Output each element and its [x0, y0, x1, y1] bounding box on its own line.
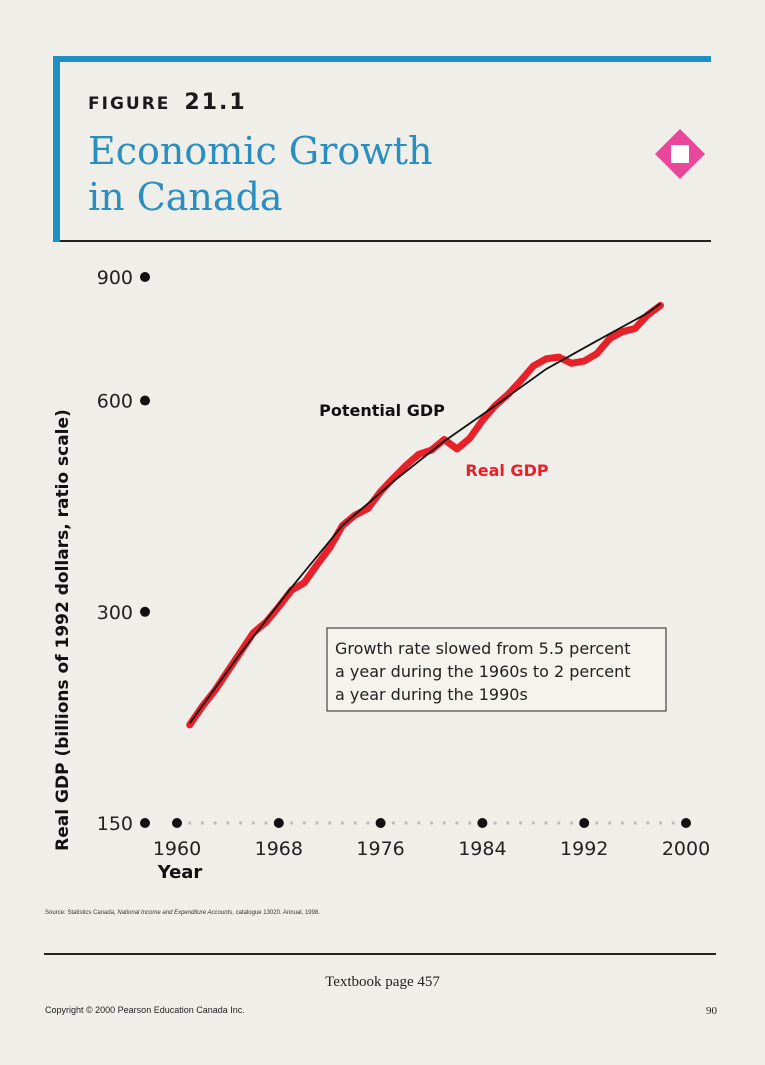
copyright-notice: Copyright © 2000 Pearson Education Canad… [45, 1005, 245, 1015]
x-minor-tick [468, 821, 472, 825]
x-minor-tick [429, 821, 434, 825]
x-minor-tick [595, 821, 599, 825]
y-axis-ticks: 150 300 600 900 [97, 267, 150, 835]
x-axis-title: Year [157, 862, 203, 883]
x-tick-label: 2000 [662, 838, 710, 860]
source-note: Source: Statistics Canada, National Inco… [45, 910, 320, 916]
figure-number-value: 21.1 [184, 90, 247, 115]
y-tick-label: 600 [97, 391, 133, 413]
annotation-box-border [326, 627, 667, 712]
x-minor-tick [200, 821, 205, 825]
y-tick-label: 900 [97, 267, 133, 289]
x-minor-tick [557, 821, 561, 825]
x-tick-dot [172, 818, 182, 828]
x-tick-label: 1976 [356, 838, 404, 860]
x-minor-tick [658, 821, 663, 825]
potential-gdp-label: Potential GDP [319, 401, 445, 420]
x-minor-tick [531, 821, 535, 825]
x-minor-tick [493, 821, 497, 825]
annotation-line-2: a year during the 1960s to 2 percent [335, 662, 631, 681]
x-tick-dot [375, 818, 386, 828]
x-tick-dot [681, 818, 691, 828]
textbook-page-ref: Textbook page 457 [325, 974, 440, 990]
x-minor-tick [518, 821, 523, 825]
y-axis-title-group: Real GDP (billions of 1992 dollars, rati… [53, 409, 73, 851]
figure-title-line-2: in Canada [88, 175, 283, 219]
x-minor-tick [404, 821, 408, 825]
real-gdp-label: Real GDP [465, 461, 548, 480]
source-prefix: Source: Statistics Canada, [45, 910, 118, 916]
x-minor-tick [506, 821, 510, 825]
x-tick-dot [579, 818, 590, 828]
figure-title: Economic Growth in Canada [88, 128, 588, 220]
annotation-line-1: Growth rate slowed from 5.5 percent [335, 639, 630, 658]
x-minor-tick [620, 821, 624, 825]
x-minor-tick [353, 821, 357, 825]
frame-top-bar [53, 56, 711, 62]
annotation-box: Growth rate slowed from 5.5 percent a ye… [326, 627, 667, 712]
figure-label: FIGURE [88, 94, 171, 114]
x-minor-tick [569, 821, 574, 825]
page-number: 90 [706, 1005, 717, 1017]
y-tick-dot [140, 818, 150, 828]
footer-divider [44, 953, 716, 955]
x-minor-tick [417, 821, 421, 825]
x-minor-tick [188, 821, 192, 825]
x-minor-tick [442, 821, 446, 825]
x-minor-tick [289, 821, 294, 825]
x-minor-tick [239, 821, 243, 825]
x-minor-tick [544, 821, 548, 825]
x-minor-tick [391, 821, 395, 825]
figure-title-line-1: Economic Growth [88, 129, 433, 173]
x-tick-label: 1984 [458, 838, 506, 860]
y-tick-dot [140, 272, 150, 282]
frame-left-bar [53, 56, 60, 242]
x-minor-tick [366, 821, 370, 825]
x-minor-tick [455, 821, 459, 825]
y-tick-dot [140, 606, 150, 617]
figure-number: FIGURE 21.1 [88, 90, 247, 115]
y-tick-label: 300 [97, 602, 133, 624]
x-minor-tick [302, 821, 306, 825]
x-minor-tick [633, 821, 637, 825]
series-real-gdp-line [186, 301, 664, 729]
x-axis-ticks: 1960 1968 1976 1984 1992 2000 [153, 818, 710, 860]
y-tick-dot [140, 395, 150, 406]
series-group [186, 301, 664, 729]
x-tick-label: 1960 [153, 838, 201, 860]
x-tick-label: 1968 [255, 838, 303, 860]
x-minor-tick [251, 821, 255, 825]
x-minor-tick [226, 821, 230, 825]
source-title: National Income and Expenditure Accounts [117, 910, 233, 916]
gdp-chart: Real GDP (billions of 1992 dollars, rati… [53, 267, 710, 883]
x-tick-dot [273, 818, 284, 828]
x-minor-tick [213, 821, 217, 825]
x-minor-tick [340, 821, 345, 825]
x-minor-tick [328, 821, 332, 825]
source-suffix: , catalogue 13020. Annual, 1998. [232, 910, 320, 916]
x-minor-tick [671, 821, 675, 825]
x-minor-tick [608, 821, 612, 825]
x-minor-tick [315, 821, 319, 825]
x-tick-dot [477, 818, 488, 828]
header-divider [60, 240, 711, 242]
y-tick-label: 150 [97, 813, 133, 835]
x-tick-label: 1992 [560, 838, 608, 860]
pink-diamond-icon [655, 129, 705, 179]
annotation-line-3: a year during the 1990s [335, 685, 528, 704]
series-potential-gdp-line [188, 302, 662, 724]
x-minor-tick [264, 821, 268, 825]
y-axis-title: Real GDP (billions of 1992 dollars, rati… [53, 409, 73, 851]
x-minor-tick [646, 821, 650, 825]
